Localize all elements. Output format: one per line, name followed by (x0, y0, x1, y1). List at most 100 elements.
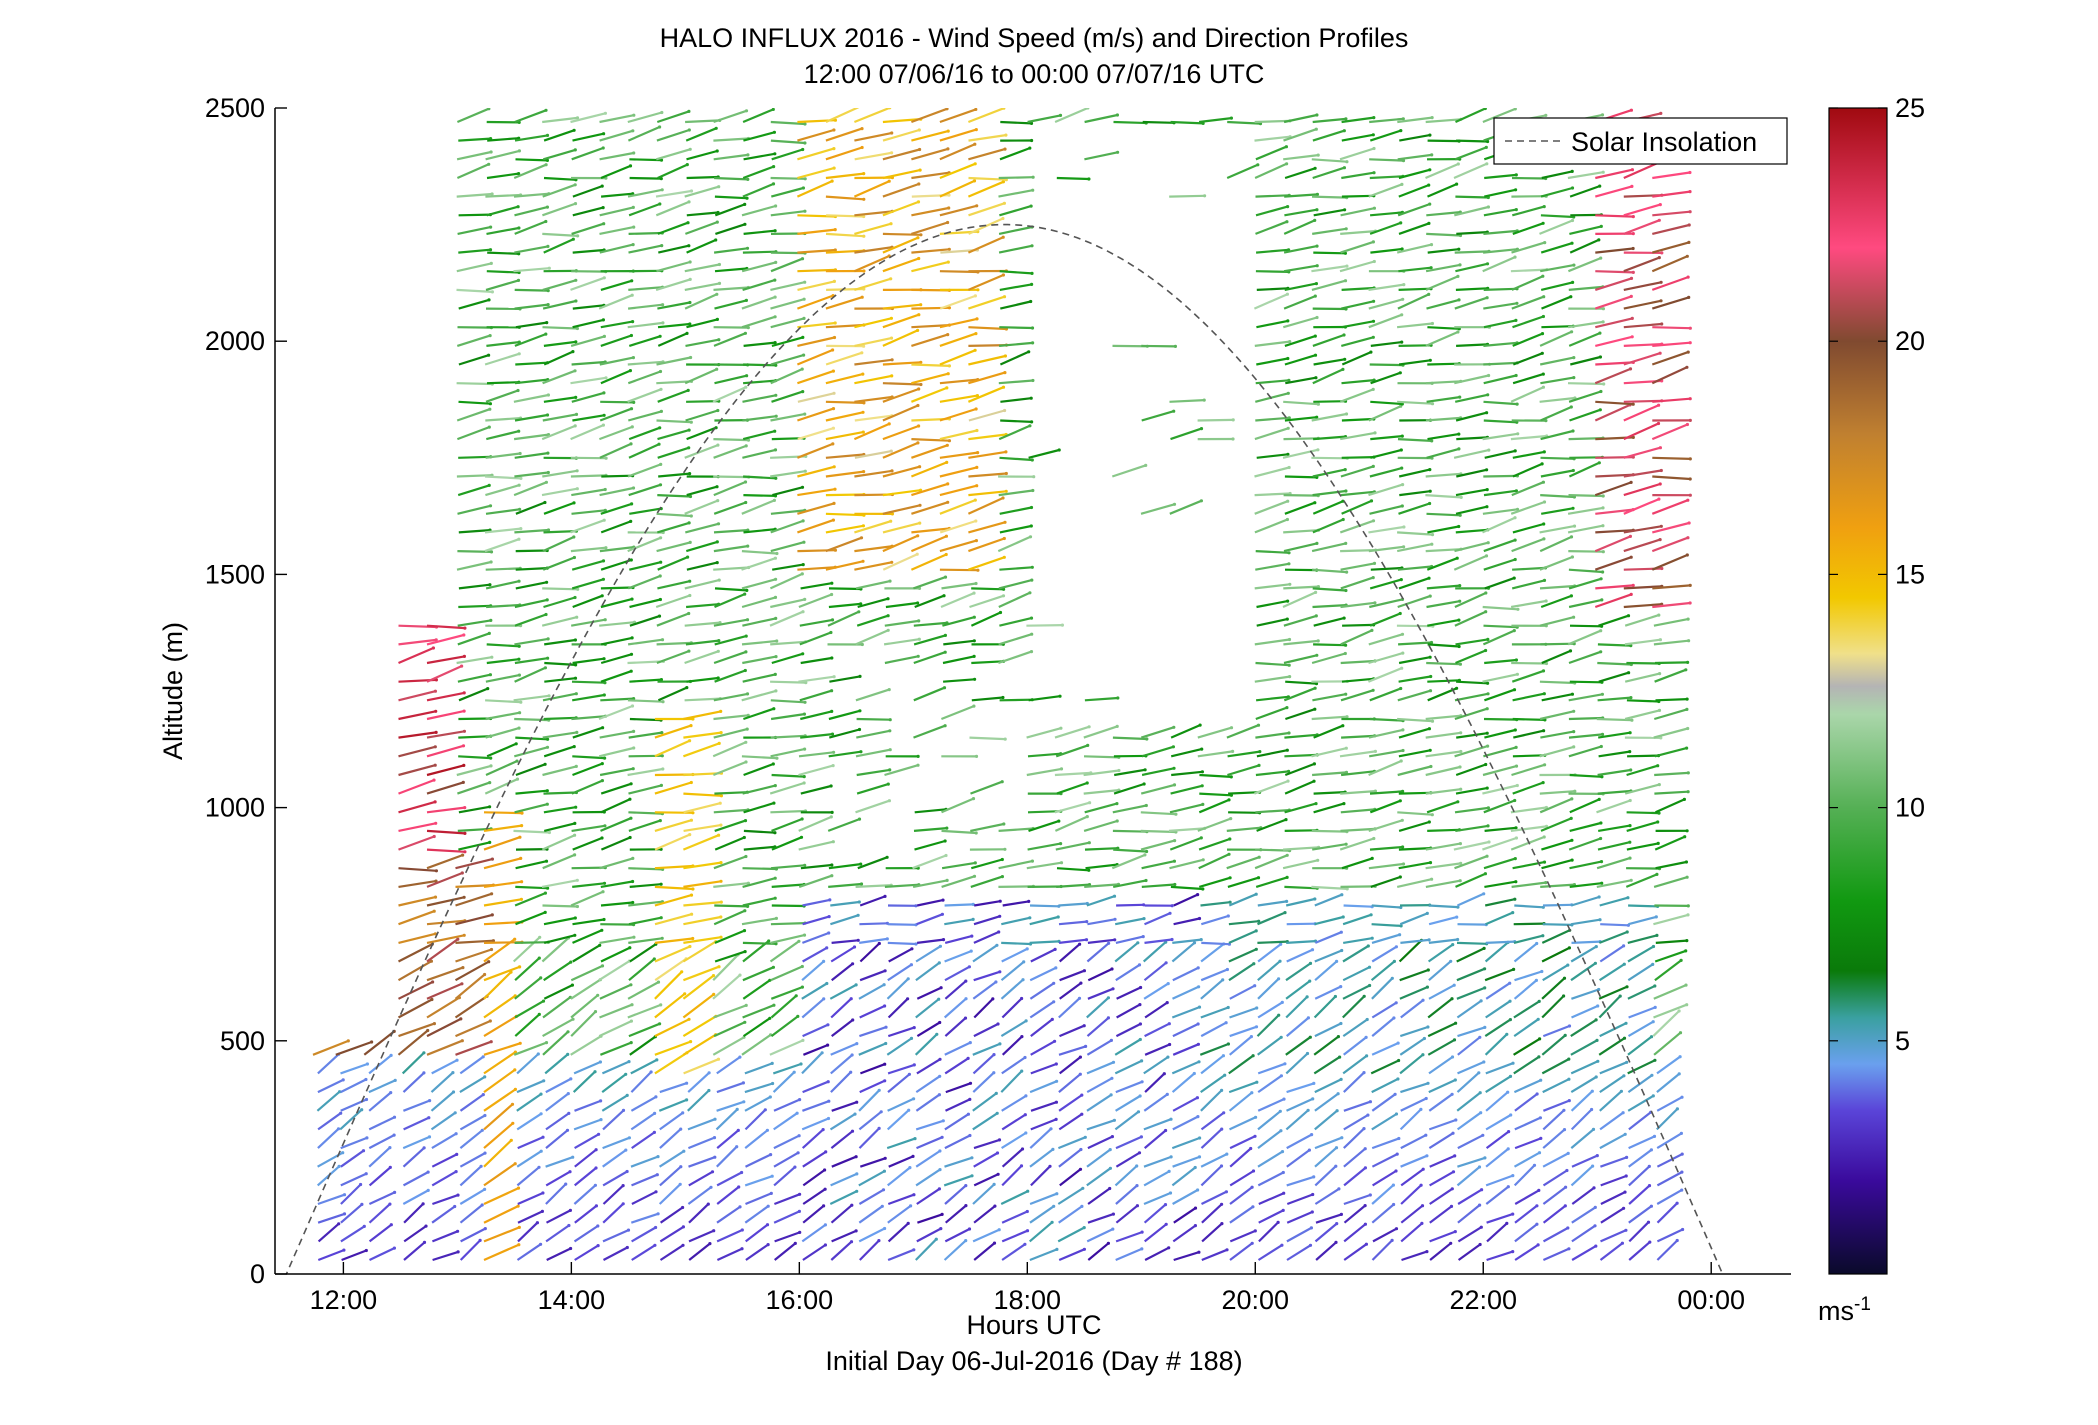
wind-arrow-head (1397, 1058, 1401, 1063)
wind-arrow (1255, 809, 1290, 814)
wind-arrow (628, 819, 661, 832)
wind-arrow (1483, 746, 1517, 758)
wind-arrow-head (862, 172, 866, 176)
wind-arrow (999, 205, 1032, 217)
wind-arrow (1570, 1018, 1597, 1038)
wind-arrow-head (1343, 651, 1347, 656)
wind-arrow-head (832, 501, 836, 505)
wind-arrow (1399, 490, 1431, 497)
wind-arrow (774, 1231, 801, 1243)
wind-arrow-head (887, 688, 891, 692)
wind-arrow (458, 687, 489, 702)
wind-arrow (1512, 566, 1546, 571)
wind-arrow (627, 699, 664, 703)
wind-arrow-head (829, 815, 833, 819)
wind-arrow (426, 744, 464, 758)
wind-arrow-head (629, 558, 633, 562)
wind-arrow-head (392, 1246, 396, 1250)
wind-arrow (1054, 801, 1090, 814)
wind-arrow-head (1679, 1131, 1683, 1135)
wind-arrow (460, 1227, 486, 1243)
wind-arrow (829, 983, 857, 1000)
wind-arrow (545, 1077, 572, 1094)
wind-arrow (1512, 315, 1544, 329)
wind-arrow-head (341, 1078, 345, 1082)
wind-arrow (1028, 448, 1060, 459)
wind-arrow-head (1343, 208, 1347, 212)
wind-arrow (1111, 464, 1147, 478)
wind-arrow (1514, 1137, 1542, 1150)
wind-arrow (770, 922, 806, 926)
wind-arrow (1313, 724, 1344, 739)
wind-arrow (1626, 820, 1659, 832)
wind-arrow (1482, 508, 1518, 515)
wind-arrow (1144, 1223, 1167, 1243)
wind-arrow (715, 223, 746, 235)
wind-arrow (1029, 1127, 1052, 1149)
wind-arrow-head (1451, 943, 1455, 947)
wind-arrow-head (1542, 692, 1546, 696)
wind-arrow (397, 1029, 429, 1056)
wind-arrow-head (1285, 899, 1289, 904)
wind-arrow (1398, 468, 1431, 478)
wind-arrow (654, 937, 693, 944)
wind-arrow-head (972, 654, 976, 659)
wind-arrow (656, 128, 690, 142)
wind-arrow-head (1543, 763, 1547, 767)
wind-arrow (426, 829, 465, 835)
wind-arrow (1425, 118, 1461, 124)
wind-arrow-head (1485, 162, 1489, 166)
wind-arrow (1542, 923, 1572, 926)
wind-arrow-head (1479, 1225, 1483, 1229)
wind-arrow (1284, 354, 1316, 366)
wind-arrow (1343, 1223, 1367, 1243)
wind-arrow (426, 691, 465, 702)
wind-arrow (1283, 846, 1319, 851)
wind-arrow-head (1368, 983, 1372, 988)
wind-arrow (770, 257, 803, 273)
wind-arrow-head (832, 750, 836, 754)
wind-arrow-head (853, 1112, 857, 1116)
wind-arrow-head (1363, 1147, 1367, 1151)
wind-arrow (915, 962, 940, 982)
wind-arrow-head (596, 993, 600, 997)
wind-arrow-head (1682, 797, 1686, 802)
wind-arrow (1083, 819, 1118, 832)
wind-arrow (1197, 418, 1234, 422)
wind-arrow (1313, 1035, 1340, 1056)
wind-arrow (1540, 594, 1572, 609)
wind-arrow-head (1030, 326, 1035, 330)
wind-arrow-head (1513, 857, 1517, 861)
wind-arrow-head (432, 834, 436, 839)
wind-arrow-head (545, 413, 550, 417)
wind-arrow (968, 108, 1005, 124)
wind-arrow-head (1458, 842, 1462, 846)
wind-arrow-head (1107, 941, 1111, 945)
wind-arrow-head (794, 994, 798, 998)
wind-arrow (1369, 158, 1404, 162)
wind-arrow-head (832, 279, 837, 283)
wind-arrow-head (1229, 775, 1233, 779)
wind-arrow (1656, 1171, 1683, 1187)
wind-arrow (853, 254, 890, 273)
wind-arrow (1284, 780, 1315, 795)
wind-arrow-head (945, 826, 949, 830)
wind-arrow (714, 904, 748, 908)
wind-arrow (1568, 320, 1604, 329)
wind-arrow-head (1030, 859, 1034, 863)
wind-arrow (1000, 419, 1032, 423)
wind-arrow-head (546, 637, 550, 641)
wind-arrow-head (773, 448, 778, 452)
wind-arrow-head (462, 709, 466, 713)
wind-arrow-head (456, 937, 460, 941)
wind-arrow (1030, 948, 1056, 963)
wind-arrow (742, 617, 776, 627)
wind-arrow-head (1562, 994, 1566, 998)
wind-arrow-head (1198, 1136, 1202, 1140)
wind-arrow-head (1542, 295, 1546, 299)
wind-arrow-head (649, 1070, 653, 1074)
wind-arrow (572, 132, 604, 142)
wind-arrow (1594, 277, 1632, 291)
wind-arrow (1596, 799, 1631, 814)
wind-arrow-head (520, 880, 524, 884)
